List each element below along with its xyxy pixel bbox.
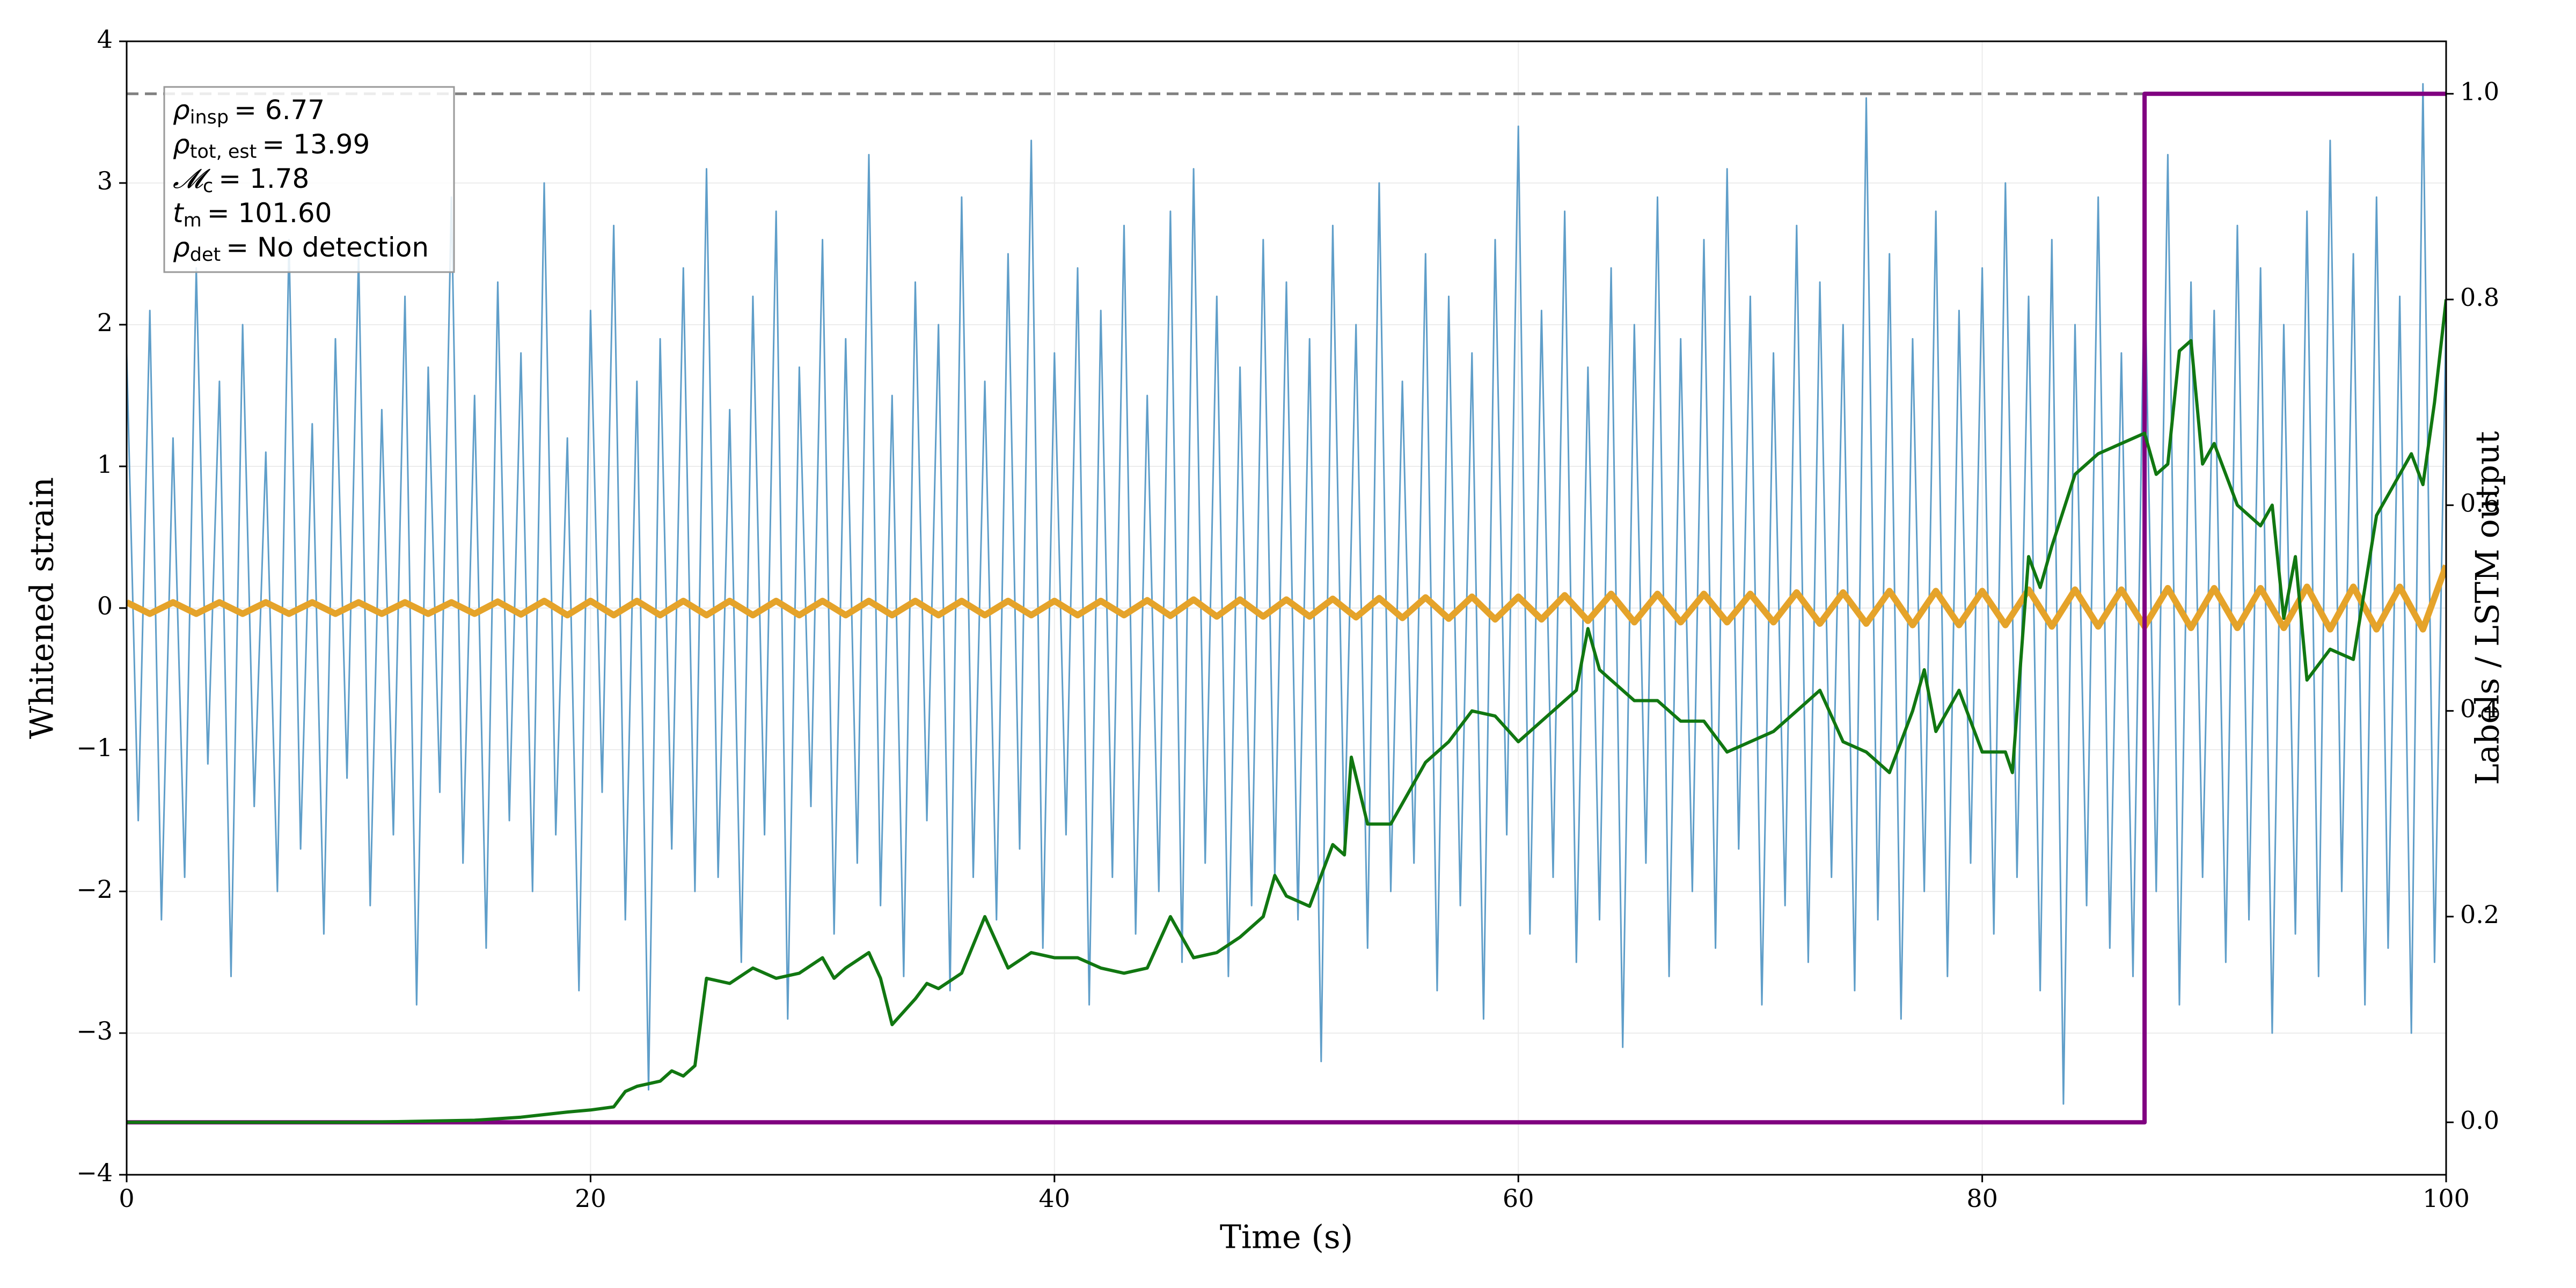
annotation-symbol: ρ (173, 232, 190, 263)
plot-frame (126, 40, 2447, 1176)
x-axis-label: Time (s) (1220, 1219, 1353, 1256)
annotation-text: = No detection (226, 232, 429, 263)
annotation-symbol: ρ (173, 129, 190, 160)
y2-tick-label: 0.2 (2460, 900, 2499, 929)
y-tick-label: 3 (97, 166, 113, 195)
annotation-box (163, 86, 455, 273)
annotation-symbol: t (173, 197, 185, 229)
annotation-text: = 6.77 (234, 94, 325, 126)
annotation: ρinsp = 6.77 (173, 94, 325, 129)
y-tick-label: −4 (76, 1158, 113, 1187)
annotation: 𝓜c = 1.78 (173, 163, 309, 197)
annotation-text: = 13.99 (262, 129, 370, 160)
annotation: tm = 101.60 (173, 197, 332, 232)
series-line (127, 299, 2446, 1124)
y-tick-label: 0 (97, 591, 113, 620)
x-tick-label: 20 (575, 1184, 606, 1213)
x-tick-label: 0 (119, 1184, 134, 1213)
y-tick-label: 1 (97, 450, 113, 479)
y2-tick-label: 0.6 (2460, 488, 2499, 517)
y-tick-label: −2 (76, 875, 113, 904)
annotation: ρtot, est = 13.99 (173, 129, 370, 163)
annotation-subscript: tot, est (190, 141, 257, 163)
annotation-subscript: det (190, 244, 221, 266)
x-tick-label: 80 (1966, 1184, 1998, 1213)
y2-axis-label: Labels / LSTM output (2469, 431, 2507, 785)
y-tick-label: −1 (76, 733, 113, 762)
y-axis-label: Whitened strain (24, 477, 61, 739)
y-tick-label: 2 (97, 308, 113, 337)
x-tick-label: 100 (2423, 1184, 2470, 1213)
y2-tick-label: 0.0 (2460, 1106, 2499, 1135)
y-tick-label: 4 (97, 25, 113, 54)
series-line (127, 564, 2446, 633)
x-tick-label: 60 (1503, 1184, 1534, 1213)
annotation-text: = 1.78 (218, 163, 309, 194)
y2-tick-label: 0.8 (2460, 283, 2499, 312)
annotation-subscript: m (184, 210, 202, 231)
x-tick-label: 40 (1039, 1184, 1071, 1213)
y2-tick-label: 1.0 (2460, 77, 2499, 106)
series-line (127, 91, 2446, 1125)
annotation-subscript: insp (190, 107, 229, 128)
y-tick-label: −3 (76, 1016, 113, 1045)
annotation-symbol: ρ (173, 94, 190, 126)
annotation-subscript: c (203, 175, 213, 197)
y2-tick-label: 0.4 (2460, 694, 2499, 723)
series-line (127, 83, 2446, 1105)
annotation-text: = 101.60 (207, 197, 332, 229)
annotation: ρdet = No detection (173, 232, 429, 266)
